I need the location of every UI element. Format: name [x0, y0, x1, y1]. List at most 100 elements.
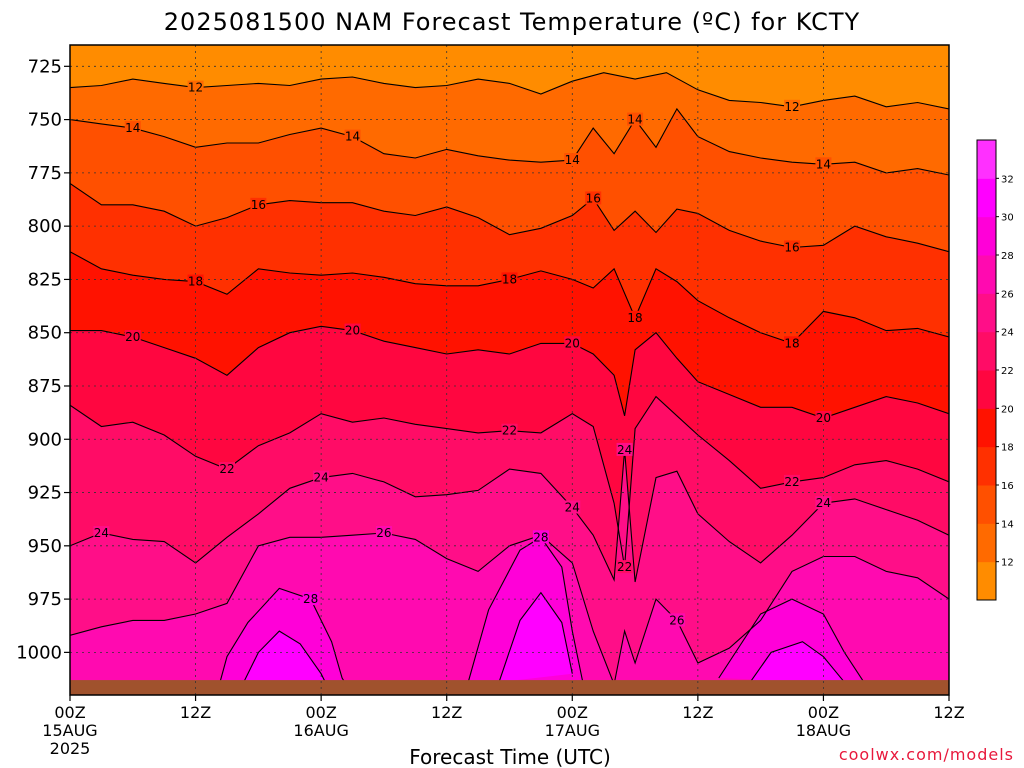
isotherm-20	[70, 325, 949, 419]
contour-label-bg	[124, 329, 141, 343]
colorbar-swatch	[977, 331, 996, 371]
contour-label-bg	[187, 274, 204, 288]
contour-label-bg	[564, 336, 581, 350]
contour-label-22: 22	[219, 462, 234, 476]
contour-label-bg	[668, 613, 685, 627]
contour-label-18: 18	[188, 275, 203, 289]
contour-label-24: 24	[94, 526, 109, 540]
contour-label-20: 20	[125, 330, 140, 344]
y-tick-label: 925	[28, 483, 62, 504]
contour-label-24: 24	[565, 500, 580, 514]
contour-label-28: 28	[533, 530, 548, 544]
ground-surface	[70, 680, 949, 695]
contour-label-24: 24	[617, 443, 632, 457]
colorbar-swatch	[977, 523, 996, 563]
colorbar-tick-label: 16	[1001, 481, 1014, 492]
contour-label-20: 20	[816, 411, 831, 425]
contour-label-12: 12	[784, 100, 799, 114]
x-tick-time: 12Z	[933, 703, 964, 722]
colorbar-tick-label: 12	[1001, 558, 1014, 569]
contour-label-bg	[501, 272, 518, 286]
contour-label-bg	[564, 153, 581, 167]
x-tick-time: 00Z	[305, 703, 336, 722]
x-axis-label: Forecast Time (UTC)	[409, 745, 611, 768]
contour-label-14: 14	[627, 113, 642, 127]
contour-label-22: 22	[784, 475, 799, 489]
colorbar-tick-label: 32	[1001, 174, 1014, 185]
contour-label-18: 18	[502, 272, 517, 286]
contour-label-bg	[344, 323, 361, 337]
colorbar-swatch	[977, 561, 996, 601]
y-tick-label: 975	[28, 589, 62, 610]
contour-label-bg	[124, 121, 141, 135]
colorbar-swatch	[977, 216, 996, 256]
y-tick-label: 775	[28, 163, 62, 184]
x-tick-date: 18AUG	[796, 721, 851, 740]
x-tick-date: 17AUG	[545, 721, 600, 740]
temperature-fill-bands	[70, 45, 949, 695]
contour-label-24: 24	[816, 496, 831, 510]
contour-label-bg	[532, 530, 549, 544]
contour-label-18: 18	[627, 311, 642, 325]
contour-label-bg	[187, 80, 204, 94]
colorbar-tick-label: 14	[1001, 519, 1014, 530]
grid-lines	[70, 45, 949, 695]
x-tick-date: 15AUG	[42, 721, 97, 740]
contour-label-bg	[616, 442, 633, 456]
isotherm-26	[70, 532, 949, 687]
colorbar-swatch	[977, 140, 996, 179]
colorbar-tick-label: 20	[1001, 404, 1014, 415]
contour-label-bg	[815, 157, 832, 171]
colorbar-swatch	[977, 408, 996, 448]
x-tick-time: 12Z	[682, 703, 713, 722]
x-tick-time: 00Z	[557, 703, 588, 722]
contour-label-bg	[616, 560, 633, 574]
fill-band-30	[237, 631, 332, 695]
contour-label-20: 20	[565, 336, 580, 350]
colorbar-swatch	[977, 485, 996, 524]
colorbar-tick-label: 26	[1001, 289, 1014, 300]
y-tick-label: 725	[28, 56, 62, 77]
colorbar-tick-label: 24	[1001, 328, 1014, 339]
contour-label-bg	[218, 462, 235, 476]
credit-text: coolwx.com/models	[839, 745, 1014, 764]
fill-band-30	[499, 592, 573, 683]
chart-title: 2025081500 NAM Forecast Temperature (ºC)…	[164, 8, 860, 36]
contour-label-14: 14	[345, 130, 360, 144]
colorbar-tick-label: 30	[1001, 213, 1014, 224]
isotherm-24	[70, 449, 949, 583]
contour-label-20: 20	[345, 324, 360, 338]
x-tick-time: 12Z	[431, 703, 462, 722]
contour-label-18: 18	[784, 336, 799, 350]
contour-label-bg	[585, 191, 602, 205]
isotherm-28	[215, 587, 353, 695]
contour-label-24: 24	[314, 471, 329, 485]
contour-label-bg	[627, 310, 644, 324]
colorbar-tick-label: 18	[1001, 443, 1014, 454]
y-tick-label: 900	[28, 429, 62, 450]
contour-label-bg	[784, 336, 801, 350]
y-tick-label: 950	[28, 536, 62, 557]
y-tick-label: 750	[28, 110, 62, 131]
colorbar-tick-label: 22	[1001, 366, 1014, 377]
contour-label-bg	[93, 526, 110, 540]
colorbar-tick-label: 28	[1001, 251, 1014, 262]
isotherm-30	[749, 641, 845, 683]
contour-label-12: 12	[188, 81, 203, 95]
contour-label-22: 22	[502, 424, 517, 438]
colorbar-swatch	[977, 446, 996, 486]
colorbar-swatch	[977, 178, 996, 218]
x-tick-time: 00Z	[54, 703, 85, 722]
contour-label-16: 16	[251, 198, 266, 212]
contour-label-bg	[784, 474, 801, 488]
contour-label-bg	[375, 526, 392, 540]
contour-label-bg	[564, 500, 581, 514]
plot-frame	[69, 44, 950, 696]
y-tick-label: 1000	[16, 642, 62, 663]
colorbar-swatch	[977, 255, 996, 294]
contour-label-bg	[627, 112, 644, 126]
contour-label-bg	[815, 496, 832, 510]
contour-label-22: 22	[617, 560, 632, 574]
